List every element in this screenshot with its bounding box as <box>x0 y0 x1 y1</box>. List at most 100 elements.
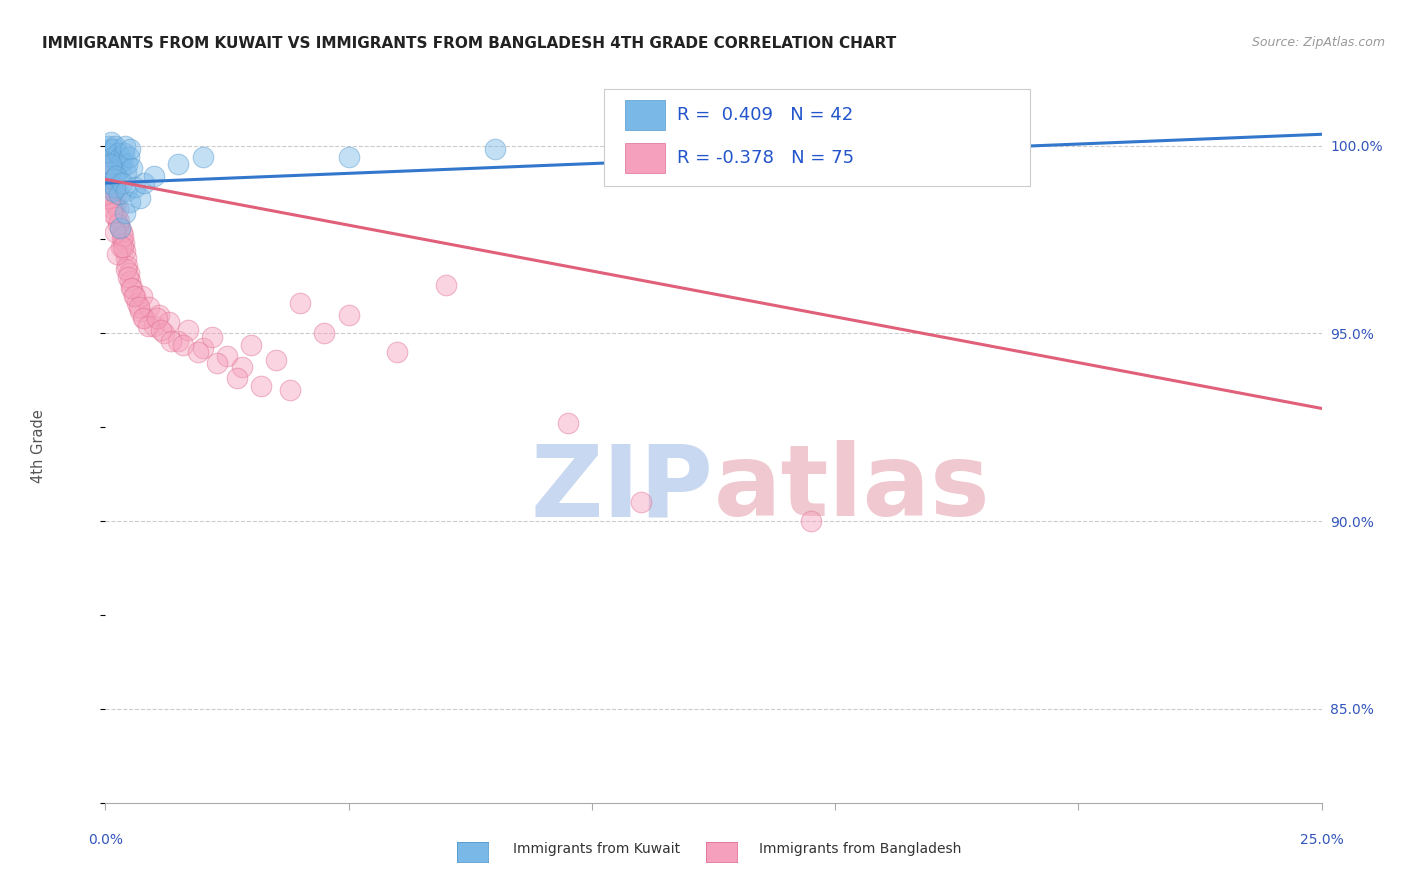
Point <box>124 289 146 303</box>
Point <box>111 225 134 239</box>
Point <box>111 176 134 190</box>
Point <box>134 176 156 190</box>
Point <box>115 251 138 265</box>
Point <box>101 184 124 198</box>
Point <box>111 240 134 254</box>
Point <box>172 337 194 351</box>
Text: Source: ZipAtlas.com: Source: ZipAtlas.com <box>1251 36 1385 49</box>
Point <box>120 281 142 295</box>
Point <box>108 221 131 235</box>
Point <box>101 150 124 164</box>
Point <box>110 232 132 246</box>
Point <box>225 371 247 385</box>
Point <box>103 202 125 217</box>
Point <box>100 135 122 149</box>
Point <box>96 157 118 171</box>
Point <box>112 236 135 251</box>
Text: R =  0.409   N = 42: R = 0.409 N = 42 <box>678 106 853 124</box>
Point <box>112 228 135 243</box>
Point <box>98 176 121 190</box>
Point <box>118 142 141 156</box>
Text: Immigrants from Kuwait: Immigrants from Kuwait <box>513 842 681 856</box>
Text: R = -0.378   N = 75: R = -0.378 N = 75 <box>678 149 855 167</box>
Point <box>314 326 336 341</box>
Point <box>264 352 287 367</box>
Point <box>114 244 136 258</box>
Text: 4th Grade: 4th Grade <box>31 409 46 483</box>
Point <box>557 417 579 431</box>
Point <box>121 161 143 175</box>
Point <box>138 300 160 314</box>
Point <box>112 146 135 161</box>
Point <box>387 345 409 359</box>
Point <box>103 142 125 156</box>
Point <box>160 334 183 348</box>
Point <box>97 138 120 153</box>
Point <box>104 210 127 224</box>
Point <box>108 221 131 235</box>
Point <box>187 345 209 359</box>
Point <box>111 153 134 168</box>
Point <box>145 311 167 326</box>
Point <box>115 262 138 277</box>
Point <box>207 356 229 370</box>
Point <box>231 360 253 375</box>
Point <box>100 165 122 179</box>
Point <box>97 184 120 198</box>
Point <box>122 289 145 303</box>
Point <box>98 165 121 179</box>
Point <box>288 296 311 310</box>
Point <box>118 266 141 280</box>
Point <box>107 146 129 161</box>
FancyBboxPatch shape <box>605 89 1029 186</box>
Point <box>800 514 823 528</box>
Point <box>134 311 156 326</box>
Point <box>217 349 239 363</box>
Point <box>150 322 173 336</box>
Point <box>105 153 128 168</box>
Point <box>104 225 127 239</box>
Point <box>177 322 200 336</box>
Point <box>108 150 131 164</box>
Point <box>103 172 125 186</box>
Point <box>108 157 131 171</box>
Point <box>101 206 124 220</box>
Text: ZIP: ZIP <box>530 441 713 537</box>
Point <box>98 146 121 161</box>
Text: Immigrants from Bangladesh: Immigrants from Bangladesh <box>759 842 962 856</box>
Point <box>191 150 214 164</box>
Point <box>107 202 129 217</box>
Point <box>121 281 143 295</box>
Point <box>484 142 506 156</box>
Point <box>143 318 166 333</box>
Point <box>153 326 176 341</box>
Point <box>143 169 166 183</box>
Point <box>110 161 132 175</box>
Point <box>97 169 120 183</box>
FancyBboxPatch shape <box>624 100 665 130</box>
Point <box>108 187 131 202</box>
Point <box>98 142 121 156</box>
Point <box>100 157 122 171</box>
Point <box>115 184 138 198</box>
Point <box>630 495 652 509</box>
Point <box>115 165 138 179</box>
Point <box>118 150 141 164</box>
Point <box>114 138 136 153</box>
Point <box>97 161 120 175</box>
Point <box>98 176 121 190</box>
Point <box>434 277 457 292</box>
Point <box>107 218 129 232</box>
Point <box>337 308 360 322</box>
Point <box>118 194 141 209</box>
Point <box>104 179 127 194</box>
Point <box>128 191 150 205</box>
Point <box>131 289 153 303</box>
Point <box>105 247 128 261</box>
Point <box>104 199 127 213</box>
Point <box>191 342 214 356</box>
Point <box>201 330 224 344</box>
Point <box>124 179 146 194</box>
Point <box>118 274 141 288</box>
Point <box>278 383 301 397</box>
